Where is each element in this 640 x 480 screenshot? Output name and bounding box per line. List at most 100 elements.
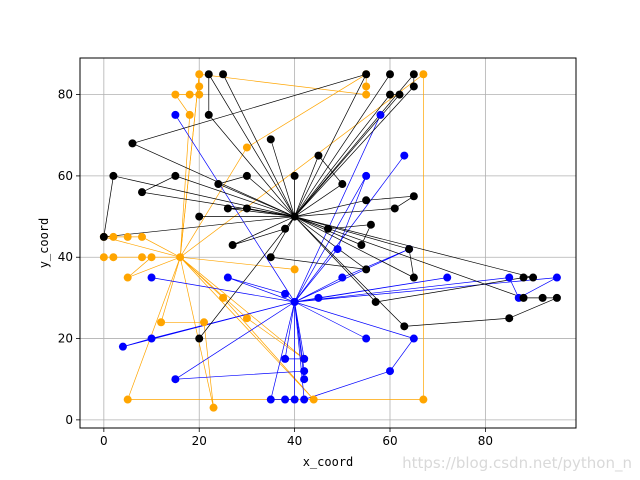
orange-point <box>147 253 156 262</box>
blue-point <box>409 334 418 343</box>
black-point <box>171 171 180 180</box>
black-point <box>538 293 547 302</box>
black-point <box>109 171 118 180</box>
orange-point <box>123 395 132 404</box>
orange-point <box>99 253 108 262</box>
orange-point <box>138 232 146 241</box>
black-point <box>338 180 347 189</box>
black-point <box>395 90 404 99</box>
black-point <box>266 253 275 262</box>
black-route-line <box>294 154 343 217</box>
black-point <box>386 90 394 99</box>
black-point <box>290 171 299 180</box>
blue-route-line <box>174 301 305 380</box>
blue-point <box>300 375 309 384</box>
orange-point <box>195 82 204 91</box>
black-point <box>409 82 418 91</box>
black-point <box>362 265 371 274</box>
black-point <box>204 70 213 79</box>
watermark: https://blog.csdn.net/python_n <box>402 454 632 472</box>
blue-point <box>400 151 409 160</box>
blue-route-line <box>294 248 410 303</box>
black-point <box>138 188 146 197</box>
orange-point <box>109 253 118 262</box>
black-point <box>519 293 528 302</box>
blue-route-line <box>294 175 367 303</box>
axes-frame <box>79 57 577 429</box>
orange-point <box>309 395 318 404</box>
black-point <box>204 110 213 119</box>
blue-point <box>376 110 385 119</box>
ticks: 0 20 40 60 80 0 20 40 60 80 <box>58 88 493 448</box>
orange-route-line <box>179 256 314 400</box>
blue-point <box>505 273 514 282</box>
black-point <box>195 212 204 221</box>
black-route-line <box>131 73 367 217</box>
orange-route-line <box>103 236 181 258</box>
orange-point <box>290 265 299 274</box>
blue-point <box>281 354 290 363</box>
orange-point <box>419 395 428 404</box>
black-point <box>324 224 332 233</box>
orange-point <box>242 143 251 152</box>
black-point <box>281 224 290 233</box>
black-point <box>552 293 561 302</box>
blue-route-line <box>294 277 448 303</box>
y-tick-label: 40 <box>58 250 73 264</box>
x-tick-label: 80 <box>478 434 493 448</box>
orange-point <box>171 90 180 99</box>
x-tick-label: 60 <box>382 434 397 448</box>
blue-point <box>386 367 394 376</box>
blue-point <box>281 289 290 298</box>
orange-point <box>195 70 204 79</box>
blue-point <box>300 354 309 363</box>
black-route-line <box>270 216 368 270</box>
orange-point <box>242 314 251 323</box>
black-point <box>529 273 538 282</box>
orange-point <box>123 273 132 282</box>
black-point <box>405 245 414 254</box>
orange-point <box>200 318 208 327</box>
black-point <box>357 241 366 250</box>
orange-point <box>109 232 118 241</box>
blue-point <box>147 273 156 282</box>
blue-point <box>552 273 561 282</box>
blue-point <box>443 273 452 282</box>
blue-point <box>147 334 156 343</box>
orange-point <box>362 90 371 99</box>
black-point <box>362 196 371 205</box>
orange-route-line <box>179 256 305 360</box>
orange-point <box>123 232 132 241</box>
black-point <box>386 70 394 79</box>
grid <box>80 58 576 428</box>
blue-point <box>118 342 127 351</box>
black-point <box>228 241 237 250</box>
y-tick-label: 60 <box>58 169 73 183</box>
blue-point <box>362 171 371 180</box>
black-route-line <box>208 73 295 217</box>
black-route-line <box>227 208 295 217</box>
blue-point <box>223 273 232 282</box>
blue-depot-point <box>290 297 299 306</box>
blue-point <box>314 293 323 302</box>
black-route-line <box>140 175 295 217</box>
black-route-line <box>294 73 415 217</box>
orange-point <box>195 90 204 99</box>
black-route-line <box>103 175 295 238</box>
points <box>99 70 561 412</box>
y-tick-label: 0 <box>65 413 73 427</box>
black-point <box>223 204 232 213</box>
orange-point <box>209 403 218 412</box>
black-point <box>366 220 375 229</box>
orange-point <box>185 90 194 99</box>
black-point <box>409 192 418 201</box>
black-point <box>314 151 323 160</box>
black-point <box>390 204 399 213</box>
black-point <box>219 70 228 79</box>
orange-point <box>185 110 194 119</box>
orange-point <box>419 70 428 79</box>
orange-point <box>219 293 228 302</box>
black-point <box>128 139 137 148</box>
